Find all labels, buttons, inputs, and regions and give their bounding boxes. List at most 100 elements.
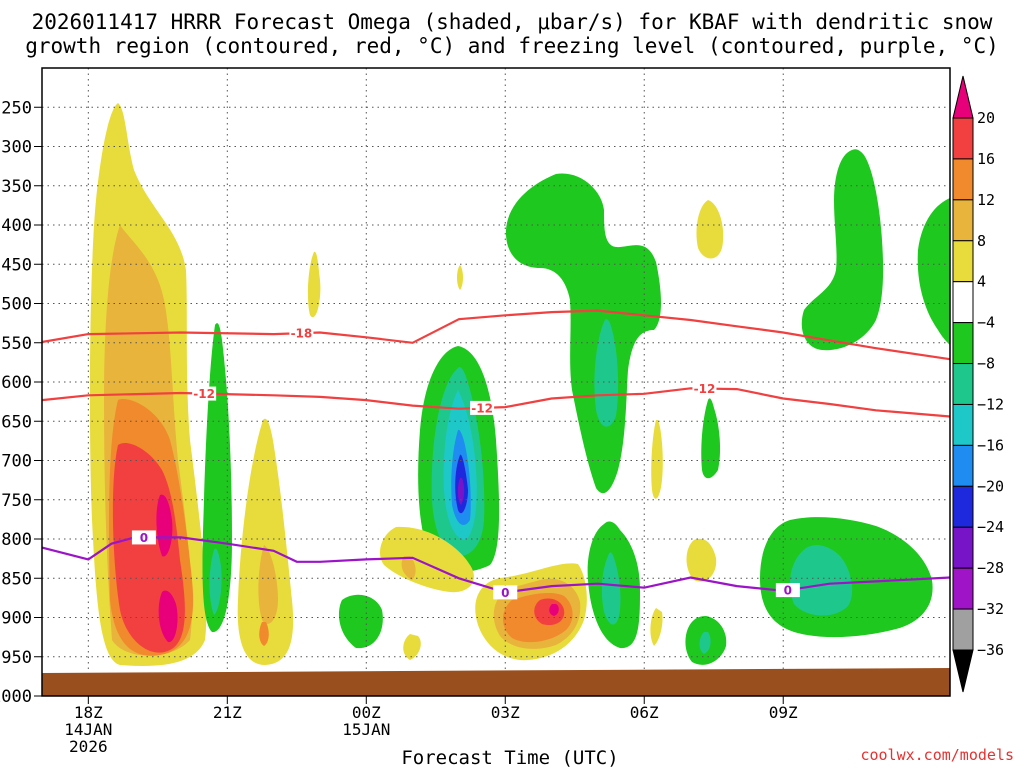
colorbar-bin-4	[952, 281, 974, 324]
omega-04z-teal-lower	[601, 552, 621, 625]
y-tick-label-550: 550	[1, 334, 32, 354]
omega-04z-teal	[594, 319, 619, 427]
omega-00z-yellow-small	[403, 634, 421, 660]
contour-label-1-0: -12	[193, 387, 215, 401]
omega-plume-18z-magenta-lower	[158, 590, 178, 643]
terrain-ground	[42, 668, 950, 696]
contour-1	[41, 387, 951, 418]
contour-label-2-1: 0	[501, 586, 509, 600]
colorbar-label-4: 4	[977, 273, 986, 291]
contour-label-bg-1-2	[692, 381, 717, 396]
colorbar-label-2: 12	[977, 191, 995, 209]
y-tick-label-350: 350	[1, 177, 32, 197]
colorbar-label-8: −16	[977, 436, 1004, 454]
y-tick-label-400: 400	[1, 216, 32, 236]
x-tick-label-21Z: 21Z	[213, 703, 242, 722]
omega-0030z-yellow	[380, 526, 474, 593]
omega-03z-green-upper	[505, 173, 661, 494]
omega-23z-green	[338, 594, 383, 649]
omega-09z-teal-lower	[790, 545, 853, 616]
contour-label-bg-2-2	[775, 583, 800, 598]
contour-label-1-1: -12	[471, 401, 493, 415]
omega-2130z-yellow-small	[307, 251, 321, 318]
y-tick-label-800: 800	[1, 530, 32, 550]
colorbar-label-10: −24	[977, 518, 1004, 536]
colorbar-bin-10	[952, 526, 974, 569]
contour-label-2-0: 0	[140, 531, 148, 545]
omega-plume-18z-magenta-upper	[156, 494, 173, 557]
omega-20z-teal	[209, 548, 222, 615]
y-tick-label-900: 900	[1, 609, 32, 629]
omega-06z-yellow-upper	[696, 200, 724, 259]
contour-lines: -18 -12 -12 -12 0 0 0	[41, 309, 951, 600]
credit-text: coolwx.com/models	[860, 746, 1014, 764]
colorbar-bin-1	[952, 158, 974, 201]
colorbar-bin-2	[952, 199, 974, 242]
omega-06z-teal-low	[699, 632, 711, 654]
omega-21z-yellow	[237, 418, 294, 665]
x-tick-label-03Z: 03Z	[491, 703, 520, 722]
y-tick-label-300: 300	[1, 138, 32, 158]
contour-label-0-0: -18	[291, 327, 313, 341]
colorbar: 20 16 12 8 4 −4 −8 −12 −16 −20 −24 −28 −32 −36	[952, 75, 1004, 693]
omega-21z-orange-low	[259, 622, 269, 646]
colorbar-bin-6	[952, 363, 974, 405]
y-tick-label-600: 600	[1, 373, 32, 393]
colorbar-label-11: −28	[977, 559, 1004, 577]
x-tick-date-00Z: 15JAN	[342, 720, 390, 739]
x-tick-date-18Z: 14JAN	[64, 720, 112, 739]
colorbar-bin-0	[952, 117, 974, 160]
y-tick-label-850: 850	[1, 569, 32, 589]
omega-right-green-upper	[917, 198, 950, 345]
y-axis-ticks: 250 300 350 400 450 500 550 600 650 700 750 800 850 9…	[0, 98, 42, 707]
colorbar-bottom-arrow	[952, 649, 974, 693]
y-tick-label-500: 500	[1, 295, 32, 315]
colorbar-bin-7	[952, 403, 974, 446]
chart-title-line1: 2026011417 HRRR Forecast Omega (shaded, …	[32, 10, 993, 34]
y-tick-label-450: 450	[1, 255, 32, 275]
x-tick-label-09Z: 09Z	[769, 703, 798, 722]
omega-01z-yellow-small	[457, 265, 463, 290]
contour-label-bg-1-1	[470, 400, 495, 415]
y-tick-label-950: 950	[1, 648, 32, 668]
omega-01z-purple	[457, 478, 465, 505]
contour-label-bg-1-0	[192, 386, 217, 401]
contour-label-2-2: 0	[784, 584, 792, 598]
omega-06z-yellow-mid	[686, 538, 717, 582]
x-tick-label-18Z: 18Z	[74, 703, 103, 722]
contour-label-1-2: -12	[694, 382, 716, 396]
colorbar-bin-5	[952, 322, 974, 365]
y-tick-label-250: 250	[1, 98, 32, 118]
colorbar-label-5: −4	[977, 314, 995, 332]
x-axis-label: Forecast Time (UTC)	[401, 747, 618, 768]
contour-0	[41, 309, 951, 361]
omega-06z-green-streak	[701, 398, 721, 479]
y-tick-label-700: 700	[1, 452, 32, 472]
colorbar-label-7: −12	[977, 395, 1004, 413]
colorbar-label-12: −32	[977, 600, 1004, 618]
colorbar-label-6: −8	[977, 355, 995, 373]
omega-0030z-orange	[401, 556, 416, 580]
chart-title-line2: growth region (contoured, red, °C) and f…	[25, 34, 999, 58]
colorbar-label-13: −36	[977, 641, 1004, 659]
colorbar-bin-11	[952, 567, 974, 610]
omega-05z-yellow-streak	[651, 420, 663, 499]
omega-03z-magenta	[549, 604, 559, 616]
colorbar-label-0: 20	[977, 109, 995, 127]
colorbar-bin-12	[952, 608, 974, 651]
y-tick-label-650: 650	[1, 412, 32, 432]
x-tick-label-06Z: 06Z	[630, 703, 659, 722]
colorbar-top-arrow	[952, 75, 974, 119]
omega-21z-orange	[258, 545, 278, 624]
colorbar-bin-9	[952, 485, 974, 528]
colorbar-label-3: 8	[977, 232, 986, 250]
colorbar-bin-3	[952, 240, 974, 283]
contour-label-bg-2-1	[493, 585, 518, 600]
y-tick-label-1000: 1000	[0, 687, 32, 707]
contour-label-bg-2-0	[131, 530, 156, 545]
colorbar-label-1: 16	[977, 150, 995, 168]
x-tick-label-00Z: 00Z	[352, 703, 381, 722]
contour-label-bg-0-0	[289, 326, 314, 341]
x-tick-year-18Z: 2026	[69, 737, 108, 756]
